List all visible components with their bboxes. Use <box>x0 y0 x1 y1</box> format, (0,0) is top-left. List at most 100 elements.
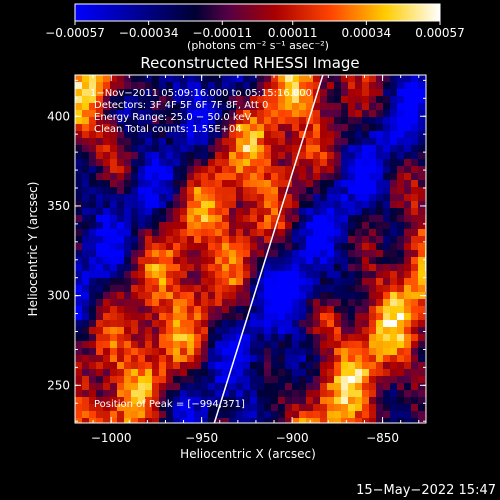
heatmap-cell <box>285 103 293 111</box>
heatmap-cell <box>82 159 90 167</box>
heatmap-cell <box>264 75 272 83</box>
heatmap-cell <box>152 278 160 286</box>
heatmap-cell <box>180 145 188 153</box>
heatmap-cell <box>362 187 370 195</box>
heatmap-cell <box>201 334 209 342</box>
heatmap-cell <box>96 271 104 279</box>
heatmap-cell <box>145 327 153 335</box>
heatmap-cell <box>187 278 195 286</box>
heatmap-cell <box>376 369 384 377</box>
heatmap-cell <box>411 152 419 160</box>
heatmap-cell <box>397 327 405 335</box>
heatmap-cell <box>82 404 90 412</box>
heatmap-cell <box>257 89 265 97</box>
heatmap-cell <box>390 264 398 272</box>
heatmap-cell <box>306 271 314 279</box>
heatmap-cell <box>292 327 300 335</box>
heatmap-cell <box>411 208 419 216</box>
heatmap-cell <box>222 236 230 244</box>
y-tick-label: 250 <box>47 378 70 392</box>
heatmap-cell <box>285 306 293 314</box>
heatmap-cell <box>285 383 293 391</box>
heatmap-cell <box>313 355 321 363</box>
heatmap-cell <box>194 285 202 293</box>
heatmap-cell <box>376 250 384 258</box>
heatmap-cell <box>348 299 356 307</box>
heatmap-cell <box>208 124 216 132</box>
heatmap-cell <box>103 257 111 265</box>
heatmap-cell <box>215 173 223 181</box>
heatmap-cell <box>320 369 328 377</box>
heatmap-cell <box>390 229 398 237</box>
heatmap-cell <box>348 82 356 90</box>
heatmap-cell <box>348 89 356 97</box>
heatmap-cell <box>292 194 300 202</box>
heatmap-cell <box>264 313 272 321</box>
heatmap-cell <box>236 236 244 244</box>
heatmap-cell <box>159 397 167 405</box>
heatmap-cell <box>341 117 349 125</box>
heatmap-cell <box>397 369 405 377</box>
heatmap-cell <box>355 250 363 258</box>
heatmap-cell <box>131 320 139 328</box>
heatmap-cell <box>89 257 97 265</box>
heatmap-cell <box>229 243 237 251</box>
heatmap-cell <box>264 229 272 237</box>
heatmap-cell <box>257 166 265 174</box>
heatmap-cell <box>243 383 251 391</box>
heatmap-cell <box>411 320 419 328</box>
heatmap-cell <box>103 306 111 314</box>
heatmap-cell <box>418 376 426 384</box>
heatmap-cell <box>376 292 384 300</box>
heatmap-cell <box>327 285 335 293</box>
heatmap-cell <box>110 243 118 251</box>
heatmap-cell <box>397 96 405 104</box>
heatmap-cell <box>187 376 195 384</box>
heatmap-cell <box>390 362 398 370</box>
heatmap-cell <box>418 159 426 167</box>
heatmap-cell <box>166 292 174 300</box>
heatmap-cell <box>208 222 216 230</box>
heatmap-cell <box>103 292 111 300</box>
heatmap-cell <box>404 306 412 314</box>
heatmap-cell <box>75 201 83 209</box>
heatmap-cell <box>138 96 146 104</box>
heatmap-cell <box>376 236 384 244</box>
heatmap-cell <box>82 376 90 384</box>
heatmap-cell <box>299 278 307 286</box>
heatmap-cell <box>208 306 216 314</box>
heatmap-cell <box>124 82 132 90</box>
heatmap-cell <box>173 229 181 237</box>
heatmap-cell <box>271 103 279 111</box>
heatmap-cell <box>166 236 174 244</box>
heatmap-cell <box>243 187 251 195</box>
heatmap-cell <box>173 257 181 265</box>
heatmap-cell <box>243 222 251 230</box>
heatmap-cell <box>152 110 160 118</box>
heatmap-cell <box>103 96 111 104</box>
heatmap-cell <box>166 390 174 398</box>
colorbar-unit-label: (photons cm⁻² s⁻¹ asec⁻²) <box>187 39 329 52</box>
heatmap-cell <box>341 418 349 423</box>
heatmap-cell <box>313 327 321 335</box>
heatmap-cell <box>131 306 139 314</box>
heatmap-cell <box>341 348 349 356</box>
heatmap-cell <box>236 376 244 384</box>
heatmap-cell <box>82 124 90 132</box>
heatmap-cell <box>152 236 160 244</box>
heatmap-cell <box>404 159 412 167</box>
heatmap-cell <box>285 194 293 202</box>
heatmap-cell <box>383 306 391 314</box>
heatmap-cell <box>236 334 244 342</box>
heatmap-cell <box>75 334 83 342</box>
heatmap-cell <box>124 236 132 244</box>
heatmap-cell <box>292 355 300 363</box>
heatmap-cell <box>411 201 419 209</box>
heatmap-cell <box>222 264 230 272</box>
heatmap-cell <box>138 194 146 202</box>
heatmap-cell <box>348 411 356 419</box>
heatmap-cell <box>187 222 195 230</box>
heatmap-cell <box>397 257 405 265</box>
heatmap-cell <box>411 306 419 314</box>
heatmap-cell <box>271 404 279 412</box>
